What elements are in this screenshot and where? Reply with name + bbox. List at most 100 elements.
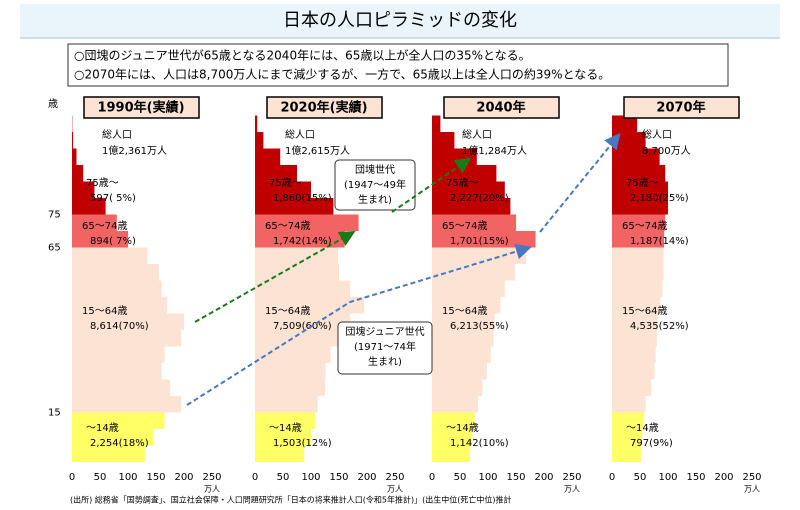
total-label: 総人口	[642, 128, 672, 141]
note: ○2070年には、人口は8,700万人にまで減少するが、一方で、65歳以上は全人…	[74, 67, 610, 82]
age-bar	[432, 445, 471, 462]
group-label: 65～74歳	[265, 220, 310, 232]
x-tick-label: 100	[301, 472, 320, 483]
age-bar	[72, 214, 117, 231]
age-bar	[612, 165, 666, 182]
group-label: 15～64歳	[82, 305, 127, 317]
group-value: 7,509(60%)	[273, 321, 332, 332]
y-tick-label: 15	[48, 408, 61, 419]
age-bar	[432, 330, 494, 347]
total-value: 1億2,361万人	[102, 144, 167, 157]
age-bar	[612, 412, 644, 429]
age-bar	[612, 297, 661, 314]
age-bar	[72, 363, 162, 380]
x-tick-label: 100	[478, 472, 497, 483]
arrow	[194, 231, 356, 323]
x-unit: 万人	[744, 485, 760, 494]
arrows	[186, 132, 621, 406]
callout-text: (1947～49年	[344, 178, 406, 191]
group-value: 2,227(20%)	[450, 193, 509, 204]
age-bar	[72, 313, 184, 330]
x-tick-label: 0	[609, 472, 615, 483]
age-bar	[255, 181, 311, 198]
group-label: ～14歳	[269, 422, 302, 434]
note-box	[67, 43, 729, 87]
age-bar	[432, 379, 483, 396]
age-bar	[612, 115, 638, 132]
age-bar	[72, 445, 145, 462]
x-tick-label: 200	[534, 472, 553, 483]
panel-title-box	[623, 96, 740, 119]
callout-text: 団塊ジュニア世代	[345, 325, 424, 338]
age-bar	[255, 115, 258, 132]
group-label: 75歳～	[446, 177, 479, 189]
group-label: ～14歳	[446, 422, 479, 434]
group-value: 1,187(14%)	[630, 236, 689, 247]
group-value: 597( 5%)	[90, 193, 136, 204]
age-bar	[255, 445, 305, 462]
panel-title: 2070年	[656, 100, 705, 116]
age-bar	[612, 313, 658, 330]
age-bar	[255, 247, 338, 264]
age-bar	[255, 132, 264, 149]
total-value: 1億2,615万人	[285, 144, 350, 157]
arrow	[539, 132, 621, 233]
x-tick-label: 250	[562, 472, 581, 483]
age-bar	[255, 379, 325, 396]
panel-title-box	[83, 96, 200, 119]
group-label: 15～64歳	[265, 305, 310, 317]
group-label: ～14歳	[626, 422, 659, 434]
age-bar	[255, 231, 345, 248]
panel-title-box	[443, 96, 560, 119]
age-bar	[432, 313, 495, 330]
age-bar	[612, 379, 652, 396]
age-bar	[72, 379, 170, 396]
callout-text: 団塊世代	[355, 163, 395, 176]
group-label: 65～74歳	[442, 220, 487, 232]
x-tick-label: 150	[329, 472, 348, 483]
group-value: 2,180(25%)	[630, 193, 689, 204]
age-bar	[432, 132, 455, 149]
age-bar	[612, 148, 660, 165]
x-tick-label: 200	[714, 472, 733, 483]
age-bar	[432, 115, 441, 132]
age-bar	[432, 346, 491, 363]
callout-box	[334, 159, 416, 211]
age-bar	[612, 231, 665, 248]
age-bar	[72, 181, 95, 198]
age-bar	[432, 198, 511, 215]
age-bar	[432, 280, 505, 297]
x-tick-label: 50	[277, 472, 290, 483]
age-bar	[255, 280, 351, 297]
age-bar	[72, 330, 182, 347]
x-tick-label: 200	[174, 472, 193, 483]
panel-title: 2020年(実績)	[280, 100, 367, 116]
age-bar	[612, 264, 664, 281]
age-bar	[255, 396, 318, 413]
age-bar	[432, 363, 487, 380]
age-bar	[612, 330, 657, 347]
age-label: 歳	[48, 98, 58, 110]
age-bar	[612, 429, 643, 446]
age-bar	[432, 181, 505, 198]
group-label: 75歳～	[626, 177, 659, 189]
group-value: 4,535(52%)	[630, 321, 689, 332]
title-band	[20, 4, 780, 38]
age-bar	[612, 445, 642, 462]
age-bar	[255, 412, 315, 429]
x-tick-label: 50	[634, 472, 647, 483]
group-label: 75歳～	[269, 177, 302, 189]
age-bar	[72, 346, 165, 363]
x-tick-label: 0	[252, 472, 258, 483]
age-bar	[255, 214, 359, 231]
callout-text: 生まれ)	[358, 193, 392, 206]
age-bar	[612, 198, 668, 215]
age-bar	[72, 396, 182, 413]
arrow	[391, 157, 472, 213]
age-bar	[612, 132, 646, 149]
age-bar	[432, 297, 501, 314]
age-bar	[612, 280, 663, 297]
age-bar	[72, 264, 159, 281]
arrow	[186, 243, 532, 406]
age-bar	[432, 396, 478, 413]
